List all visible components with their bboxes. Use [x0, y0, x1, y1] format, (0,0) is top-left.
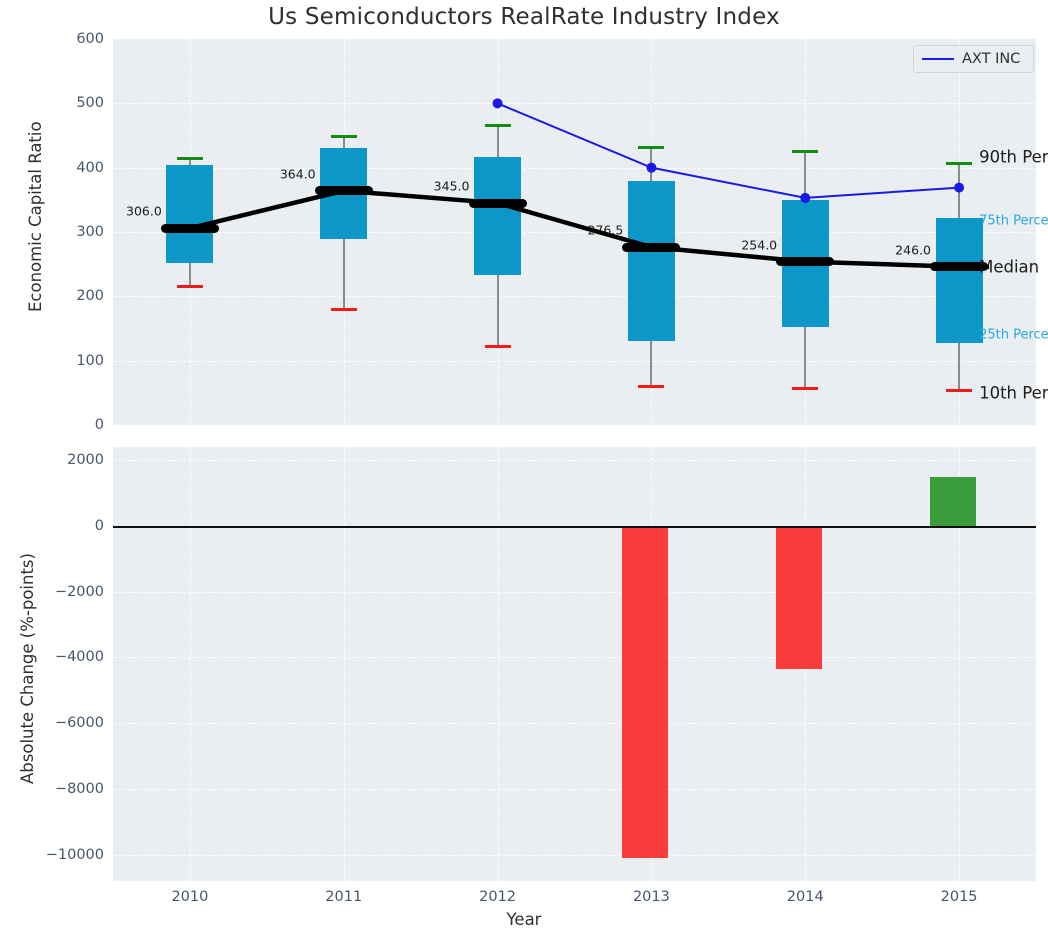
gridline-horizontal: [113, 591, 1036, 593]
y-tick-label-top: 300: [76, 224, 104, 240]
median-marker: [160, 223, 219, 233]
whisker-cap-p10: [484, 344, 511, 348]
bottom-panel-plot-area: [113, 447, 1036, 881]
top-y-axis-label: Economic Capital Ratio: [26, 121, 45, 312]
legend-line-swatch: [922, 58, 954, 60]
gridline-vertical: [343, 447, 345, 881]
y-tick-label-top: 0: [94, 417, 104, 433]
median-marker: [314, 186, 373, 196]
change-bar-negative: [776, 525, 823, 669]
median-value-label: 254.0: [741, 237, 778, 253]
gridline-horizontal: [113, 723, 1036, 725]
whisker-cap-p90: [330, 134, 357, 138]
whisker-cap-p90: [946, 161, 973, 165]
legend-label: AXT INC: [962, 51, 1021, 67]
gridline-horizontal: [113, 460, 1036, 462]
change-bar-positive: [930, 476, 977, 526]
median-value-label: 246.0: [895, 242, 931, 258]
gridline-horizontal: [113, 788, 1036, 790]
gridline-vertical: [497, 447, 499, 881]
y-tick-label-top: 600: [76, 31, 104, 47]
x-tick-label: 2011: [325, 889, 363, 905]
y-tick-label-top: 500: [76, 95, 104, 112]
y-tick-label-top: 100: [76, 352, 104, 369]
gridline-vertical: [189, 447, 191, 881]
whisker-cap-p90: [484, 123, 511, 127]
median-value-label: 364.0: [279, 166, 316, 182]
gridline-horizontal: [113, 854, 1036, 856]
page-title: Us Semiconductors RealRate Industry Inde…: [268, 4, 780, 30]
y-tick-label-bottom: −8000: [54, 780, 104, 797]
whisker-cap-p10: [946, 388, 973, 392]
whisker-cap-p10: [792, 387, 819, 391]
gridline-vertical: [959, 447, 961, 881]
x-tick-label: 2010: [171, 889, 209, 905]
y-tick-label-top: 200: [76, 288, 104, 305]
whisker-cap-p90: [176, 157, 203, 161]
annotation-median: Median: [979, 257, 1040, 277]
y-tick-label-bottom: −2000: [54, 583, 104, 600]
y-tick-label-bottom: 2000: [67, 452, 104, 469]
whisker-cap-p90: [792, 150, 819, 154]
x-tick-label: 2015: [940, 889, 978, 905]
y-tick-label-bottom: 0: [94, 517, 104, 534]
median-marker: [622, 242, 681, 252]
gridline-horizontal: [113, 232, 1036, 233]
y-tick-label-bottom: −6000: [54, 715, 104, 732]
whisker-cap-p10: [638, 385, 665, 389]
x-tick-label: 2012: [479, 889, 517, 905]
median-value-label: 306.0: [126, 203, 162, 219]
legend[interactable]: AXT INC: [913, 45, 1034, 73]
y-tick-label-top: 400: [76, 159, 104, 176]
gridline-horizontal: [113, 167, 1036, 169]
x-tick-label: 2014: [786, 889, 824, 905]
box-body: [166, 165, 214, 263]
gridline-horizontal: [113, 657, 1036, 659]
box-body: [474, 157, 522, 276]
zero-baseline: [113, 525, 1036, 528]
median-marker: [776, 257, 835, 267]
change-bar-negative: [622, 525, 669, 858]
y-tick-label-bottom: −4000: [54, 649, 104, 666]
annotation-p25: 25th Percentile: [979, 327, 1048, 343]
gridline-horizontal: [113, 296, 1036, 298]
box-body: [935, 217, 983, 343]
median-value-label: 345.0: [433, 178, 470, 194]
whisker-cap-p90: [638, 145, 665, 149]
gridline-horizontal: [113, 425, 1036, 426]
median-value-label: 276.5: [587, 222, 624, 238]
y-tick-label-bottom: −10000: [45, 846, 104, 863]
annotation-p10: 10th Percentile: [979, 383, 1048, 403]
median-marker: [468, 198, 527, 208]
gridline-horizontal: [113, 103, 1036, 105]
annotation-p90: 90th Percentile: [979, 147, 1048, 167]
whisker-cap-p10: [176, 284, 203, 288]
whisker-cap-p10: [330, 307, 357, 311]
box-body: [627, 180, 675, 341]
x-axis-label: Year: [506, 910, 542, 929]
x-tick-label: 2013: [632, 889, 670, 905]
annotation-p75: 75th Percentile: [979, 213, 1048, 229]
gridline-horizontal: [113, 360, 1036, 362]
